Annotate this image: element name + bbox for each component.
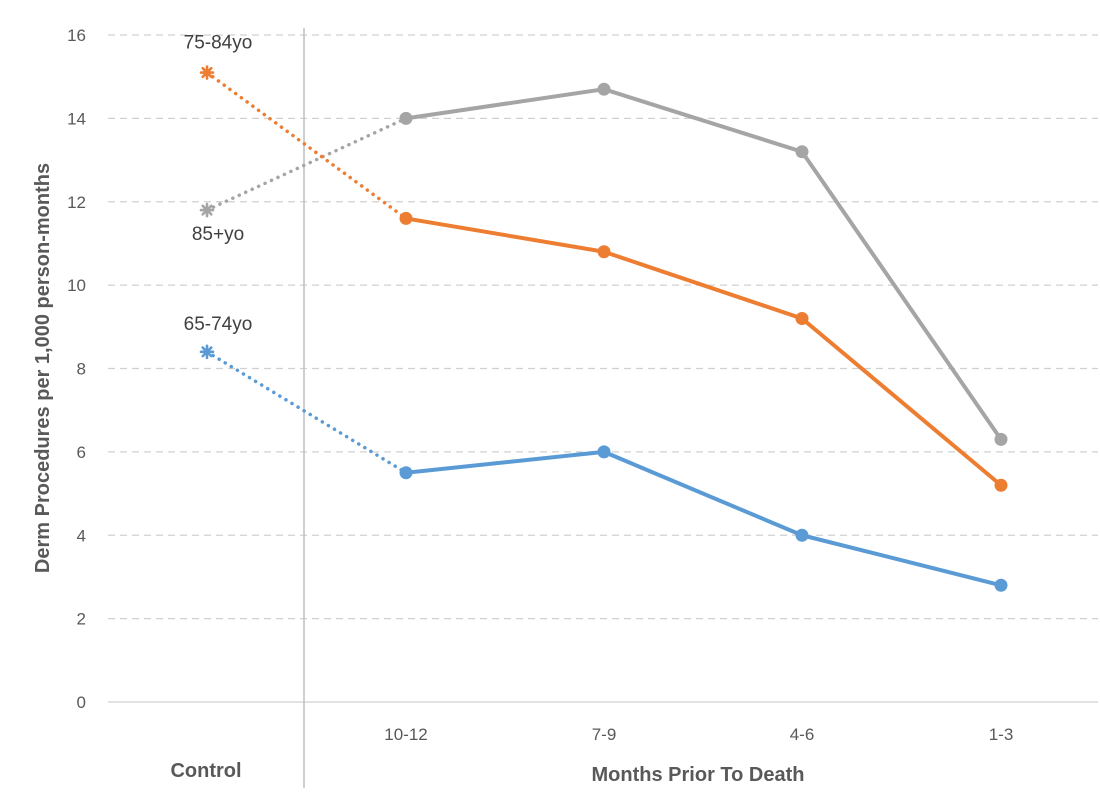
x-tick-label: 7-9 [592,725,617,744]
series-line [404,449,1003,588]
data-point [994,578,1008,592]
data-point [597,245,611,259]
control-category-label: Control [170,760,241,782]
series-label: 85+yo [192,224,244,245]
data-point [399,211,413,225]
control-marker [199,202,215,218]
control-connector-line [205,116,408,212]
series-2 [199,344,1008,592]
control-connector-line [205,70,408,221]
y-tick-label: 10 [67,276,86,295]
data-point [994,478,1008,492]
series-label: 75-84yo [184,33,253,54]
series-group [199,65,1008,592]
series-label: 65-74yo [184,314,253,335]
data-point [795,528,809,542]
y-axis-title: Derm Procedures per 1,000 person-months [32,163,54,573]
y-tick-label: 8 [77,360,86,379]
data-point [399,111,413,125]
y-tick-label: 0 [77,693,86,712]
data-point [399,466,413,480]
control-connector-line [205,350,408,475]
y-tick-label: 4 [77,526,86,545]
x-tick-label: 1-3 [989,725,1014,744]
data-point [795,311,809,325]
y-tick-label: 14 [67,109,86,128]
data-point [597,82,611,96]
y-axis-ticks: 0 2 4 6 8 10 12 14 16 [67,26,86,712]
y-tick-label: 2 [77,610,86,629]
series-0 [199,82,1008,446]
control-marker [199,344,215,360]
y-tick-label: 6 [77,443,86,462]
gridlines [108,34,1098,620]
y-tick-label: 12 [67,193,86,212]
data-point [994,432,1008,446]
series-labels: 85+yo 75-84yo 65-74yo [184,33,253,335]
data-point [597,445,611,459]
y-tick-label: 16 [67,26,86,45]
x-tick-label: 10-12 [384,725,427,744]
control-marker [199,65,215,80]
data-point [795,145,809,159]
x-axis-ticks: 10-12 7-9 4-6 1-3 [384,725,1013,744]
series-line [404,87,1003,442]
x-tick-label: 4-6 [790,725,815,744]
series-line [404,216,1003,488]
series-1 [199,65,1008,492]
x-axis-title: Months Prior To Death [592,764,805,786]
